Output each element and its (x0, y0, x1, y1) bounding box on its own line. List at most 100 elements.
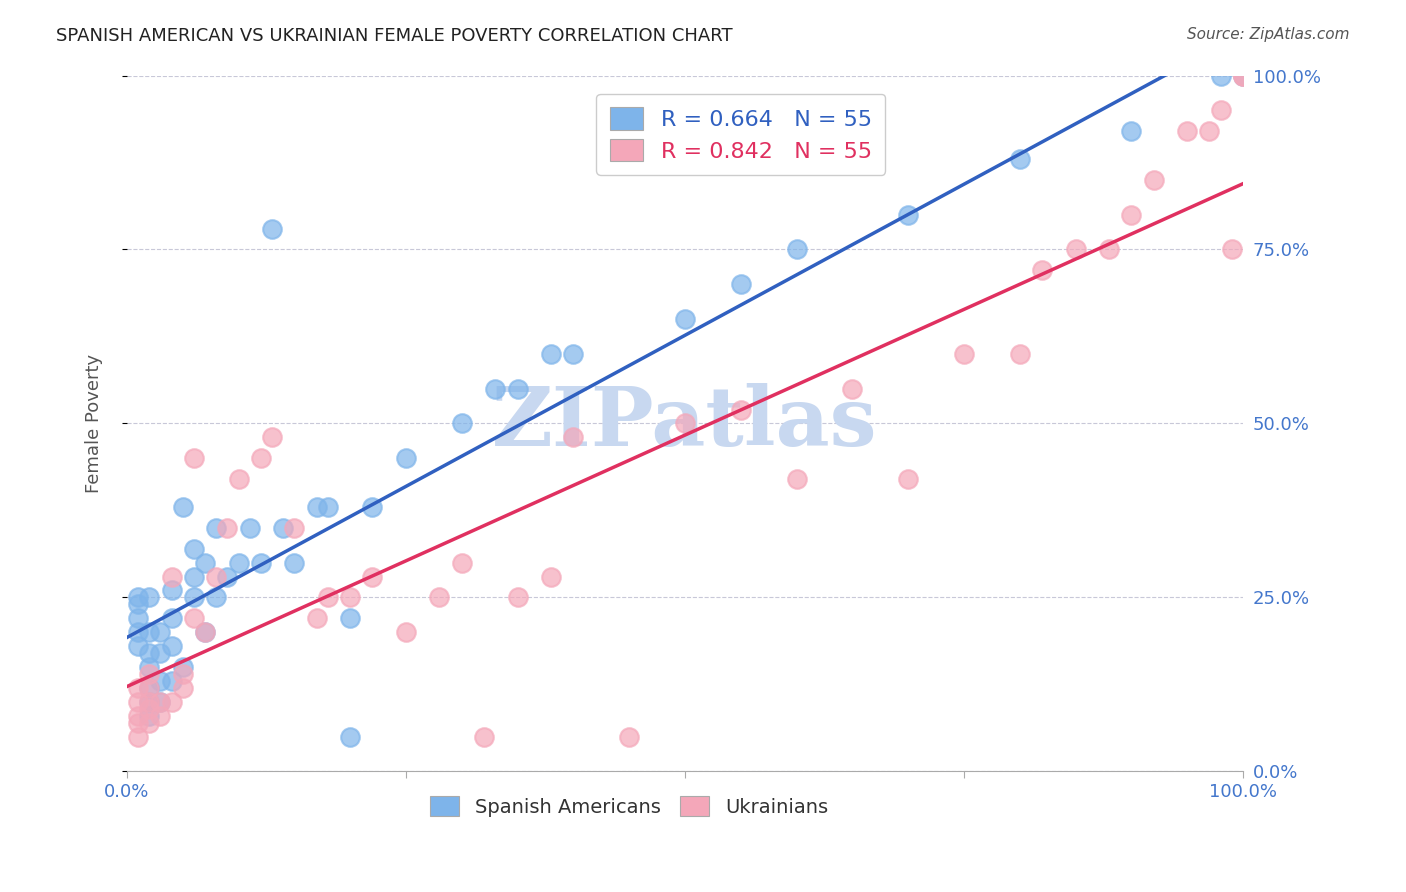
Point (127, 598, 149, 612)
Point (149, 708, 172, 723)
Point (138, 681, 160, 695)
Point (160, 695, 183, 709)
Point (1175, 124, 1198, 138)
Text: Source: ZipAtlas.com: Source: ZipAtlas.com (1187, 27, 1350, 42)
Point (239, 521, 262, 535)
Point (160, 673, 183, 688)
Point (205, 569, 228, 583)
Point (228, 472, 250, 486)
Point (339, 591, 361, 605)
Point (138, 702, 160, 716)
Point (283, 521, 305, 535)
Point (260, 430, 283, 444)
Point (138, 715, 160, 730)
Point (127, 708, 149, 723)
Point (316, 500, 339, 514)
Point (149, 625, 172, 640)
Point (305, 500, 328, 514)
Point (1121, 208, 1143, 222)
Point (1198, 124, 1220, 138)
Point (138, 667, 160, 681)
Point (673, 312, 696, 326)
Point (339, 730, 361, 744)
Point (953, 347, 976, 361)
Text: SPANISH AMERICAN VS UKRAINIAN FEMALE POVERTY CORRELATION CHART: SPANISH AMERICAN VS UKRAINIAN FEMALE POV… (56, 27, 733, 45)
Point (540, 569, 562, 583)
Point (562, 347, 585, 361)
Point (562, 430, 585, 444)
Point (172, 681, 194, 695)
Point (429, 591, 451, 605)
Point (183, 611, 205, 625)
Point (617, 730, 640, 744)
Point (1031, 263, 1053, 277)
Point (361, 569, 384, 583)
Point (250, 556, 273, 570)
Point (127, 591, 149, 605)
Point (138, 708, 160, 723)
Point (217, 569, 239, 583)
Point (127, 611, 149, 625)
Point (484, 382, 506, 396)
Point (472, 730, 495, 744)
Point (160, 569, 183, 583)
Point (138, 660, 160, 674)
Point (841, 382, 863, 396)
Point (250, 451, 273, 466)
Point (228, 556, 250, 570)
Y-axis label: Female Poverty: Female Poverty (86, 354, 103, 493)
Point (1232, 69, 1254, 83)
Point (450, 417, 472, 431)
Point (897, 472, 920, 486)
Point (395, 451, 418, 466)
Point (506, 382, 529, 396)
Point (1209, 69, 1232, 83)
Point (339, 611, 361, 625)
Point (283, 556, 305, 570)
Point (260, 221, 283, 235)
Point (160, 583, 183, 598)
Point (149, 646, 172, 660)
Point (305, 611, 328, 625)
Point (205, 591, 228, 605)
Point (149, 695, 172, 709)
Point (1008, 347, 1031, 361)
Point (205, 521, 228, 535)
Point (138, 625, 160, 640)
Point (138, 591, 160, 605)
Point (127, 639, 149, 653)
Point (786, 243, 808, 257)
Point (160, 639, 183, 653)
Point (149, 695, 172, 709)
Point (194, 556, 217, 570)
Point (172, 500, 194, 514)
Point (127, 730, 149, 744)
Point (361, 500, 384, 514)
Point (673, 417, 696, 431)
Point (395, 625, 418, 640)
Point (183, 569, 205, 583)
Legend: Spanish Americans, Ukrainians: Spanish Americans, Ukrainians (422, 789, 835, 824)
Point (786, 472, 808, 486)
Point (127, 681, 149, 695)
Point (897, 208, 920, 222)
Point (138, 695, 160, 709)
Point (138, 695, 160, 709)
Point (1220, 243, 1243, 257)
Point (1232, 69, 1254, 83)
Point (127, 715, 149, 730)
Point (183, 541, 205, 556)
Point (172, 667, 194, 681)
Point (217, 521, 239, 535)
Point (1064, 243, 1087, 257)
Point (160, 611, 183, 625)
Point (194, 625, 217, 640)
Point (1232, 69, 1254, 83)
Point (194, 625, 217, 640)
Point (1008, 152, 1031, 166)
Point (1143, 173, 1166, 187)
Point (172, 660, 194, 674)
Point (271, 521, 294, 535)
Point (149, 673, 172, 688)
Point (316, 591, 339, 605)
